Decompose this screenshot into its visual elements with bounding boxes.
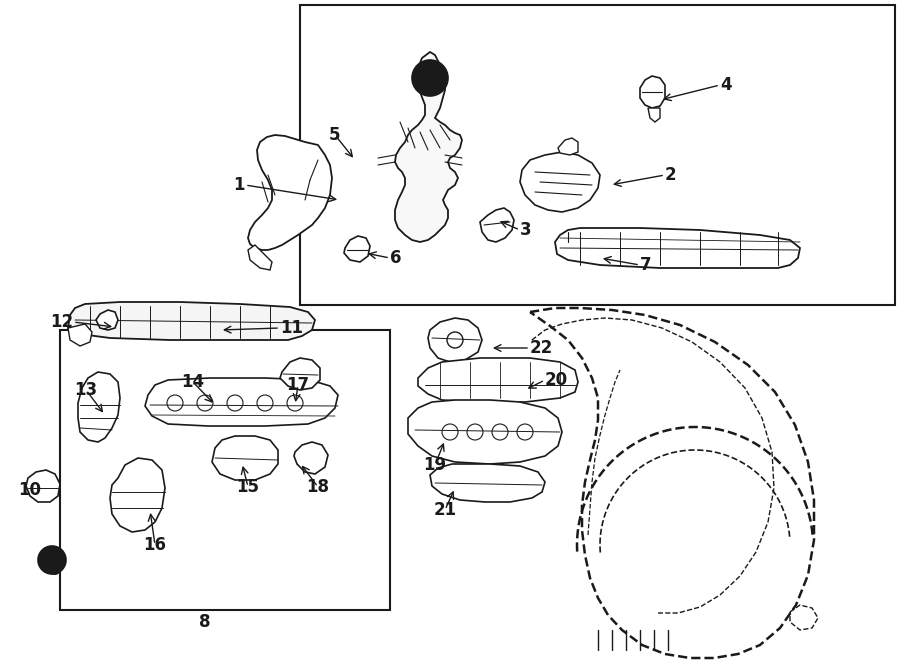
Polygon shape xyxy=(110,458,165,532)
Text: 15: 15 xyxy=(237,478,259,496)
Circle shape xyxy=(412,60,448,96)
Polygon shape xyxy=(96,310,118,330)
Polygon shape xyxy=(26,470,60,502)
Polygon shape xyxy=(68,324,92,346)
Text: 17: 17 xyxy=(286,376,310,394)
Polygon shape xyxy=(408,400,562,464)
Polygon shape xyxy=(145,378,338,426)
Text: 1: 1 xyxy=(233,176,245,194)
Polygon shape xyxy=(78,372,120,442)
Bar xyxy=(60,330,390,610)
Text: 5: 5 xyxy=(329,126,341,144)
Text: 2: 2 xyxy=(665,166,677,184)
Polygon shape xyxy=(555,228,800,268)
Circle shape xyxy=(38,546,66,574)
Text: 19: 19 xyxy=(423,456,446,474)
Polygon shape xyxy=(344,236,370,262)
Polygon shape xyxy=(68,302,315,340)
Text: 21: 21 xyxy=(434,501,456,519)
Text: 20: 20 xyxy=(545,371,568,389)
Text: 14: 14 xyxy=(182,373,204,391)
Polygon shape xyxy=(248,245,272,270)
Text: 22: 22 xyxy=(530,339,554,357)
Polygon shape xyxy=(430,464,545,502)
Text: 9: 9 xyxy=(50,561,61,579)
Text: 6: 6 xyxy=(390,249,401,267)
Polygon shape xyxy=(648,108,660,122)
Text: 11: 11 xyxy=(280,319,303,337)
Circle shape xyxy=(420,68,440,88)
Polygon shape xyxy=(280,358,320,390)
Text: 16: 16 xyxy=(143,536,166,554)
Text: 18: 18 xyxy=(307,478,329,496)
Text: 13: 13 xyxy=(75,381,97,399)
Text: 4: 4 xyxy=(720,76,732,94)
Polygon shape xyxy=(395,52,462,242)
Polygon shape xyxy=(248,135,332,250)
Text: 3: 3 xyxy=(520,221,532,239)
Polygon shape xyxy=(428,318,482,362)
Polygon shape xyxy=(418,358,578,402)
Polygon shape xyxy=(480,208,514,242)
Text: 7: 7 xyxy=(640,256,652,274)
Bar xyxy=(300,5,895,305)
Polygon shape xyxy=(520,152,600,212)
Text: 12: 12 xyxy=(50,313,73,331)
Polygon shape xyxy=(558,138,578,155)
Circle shape xyxy=(45,553,59,567)
Polygon shape xyxy=(640,76,665,108)
Text: 10: 10 xyxy=(19,481,41,499)
Text: 8: 8 xyxy=(199,613,211,631)
Polygon shape xyxy=(212,436,278,480)
Polygon shape xyxy=(294,442,328,474)
